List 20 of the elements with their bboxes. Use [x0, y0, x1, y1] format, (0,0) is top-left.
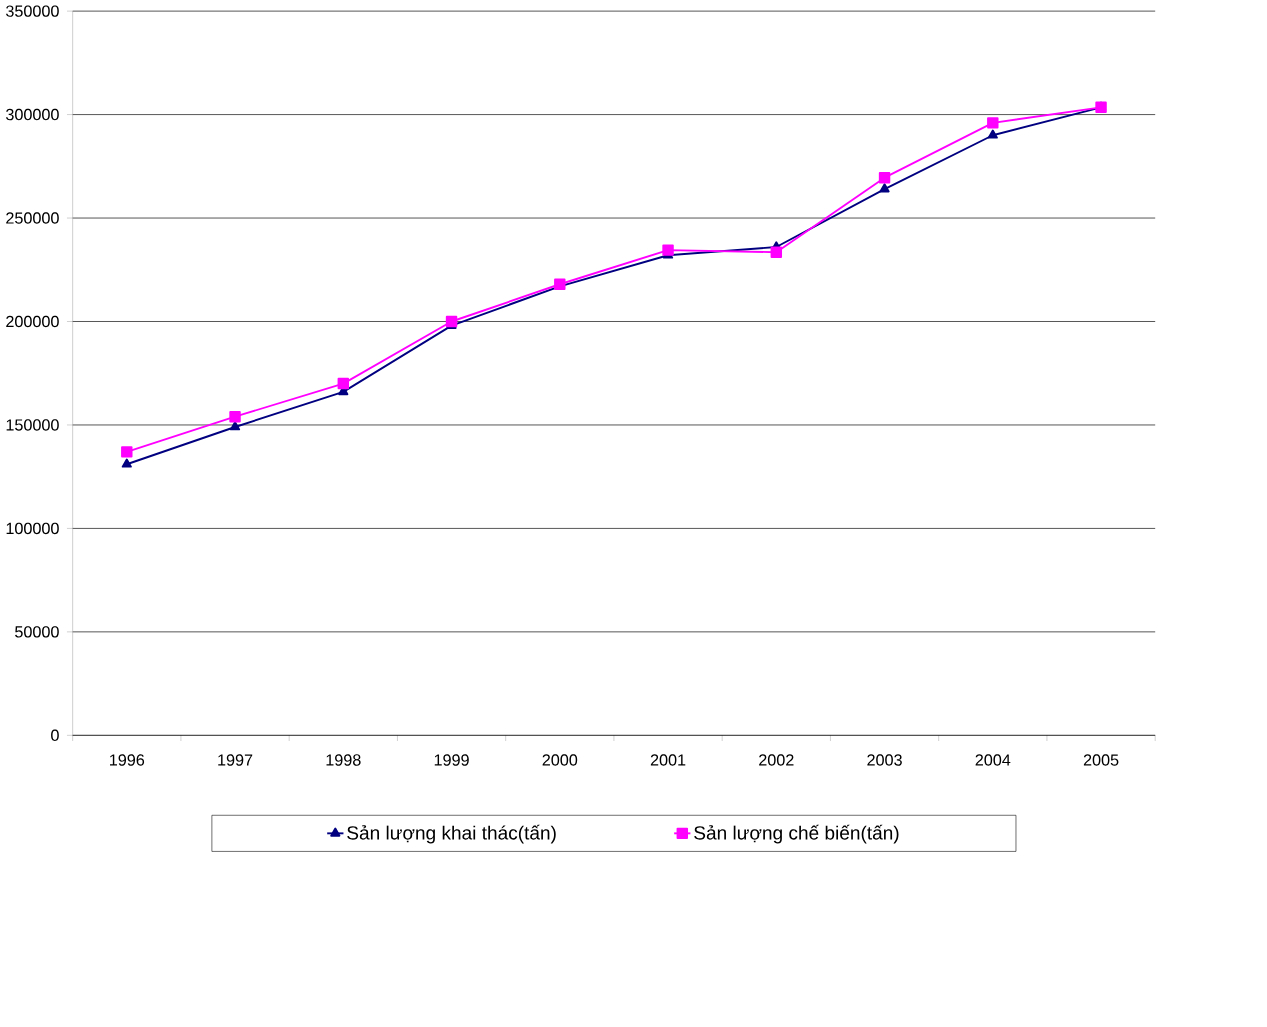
x-tick-label: 1997: [218, 754, 253, 766]
x-tick-label: 2005: [1083, 754, 1119, 766]
x-tick-label: 1998: [326, 754, 361, 766]
y-tick-label: 100000: [6, 522, 59, 535]
x-tick-label: 2004: [975, 754, 1011, 766]
y-tick-label: 300000: [6, 108, 59, 121]
y-tick-label: 250000: [6, 212, 59, 224]
y-tick-label: 50000: [15, 626, 59, 638]
x-tick-label: 2000: [542, 754, 578, 766]
x-tick-label: 2002: [759, 754, 794, 766]
x-tick-label: 1999: [434, 754, 469, 766]
x-tick-label: 2003: [867, 754, 902, 766]
y-tick-label: 200000: [6, 315, 59, 328]
y-tick-label: 150000: [6, 419, 59, 431]
x-tick-label: 2001: [650, 754, 686, 766]
legend-label: Sản lượng khai thác(tấn): [347, 824, 556, 844]
y-tick-label: 350000: [6, 5, 59, 17]
legend-label: Sản lượng chế biến(tấn): [694, 824, 899, 844]
x-tick-label: 1996: [110, 754, 145, 766]
y-tick-label: 0: [51, 729, 59, 742]
